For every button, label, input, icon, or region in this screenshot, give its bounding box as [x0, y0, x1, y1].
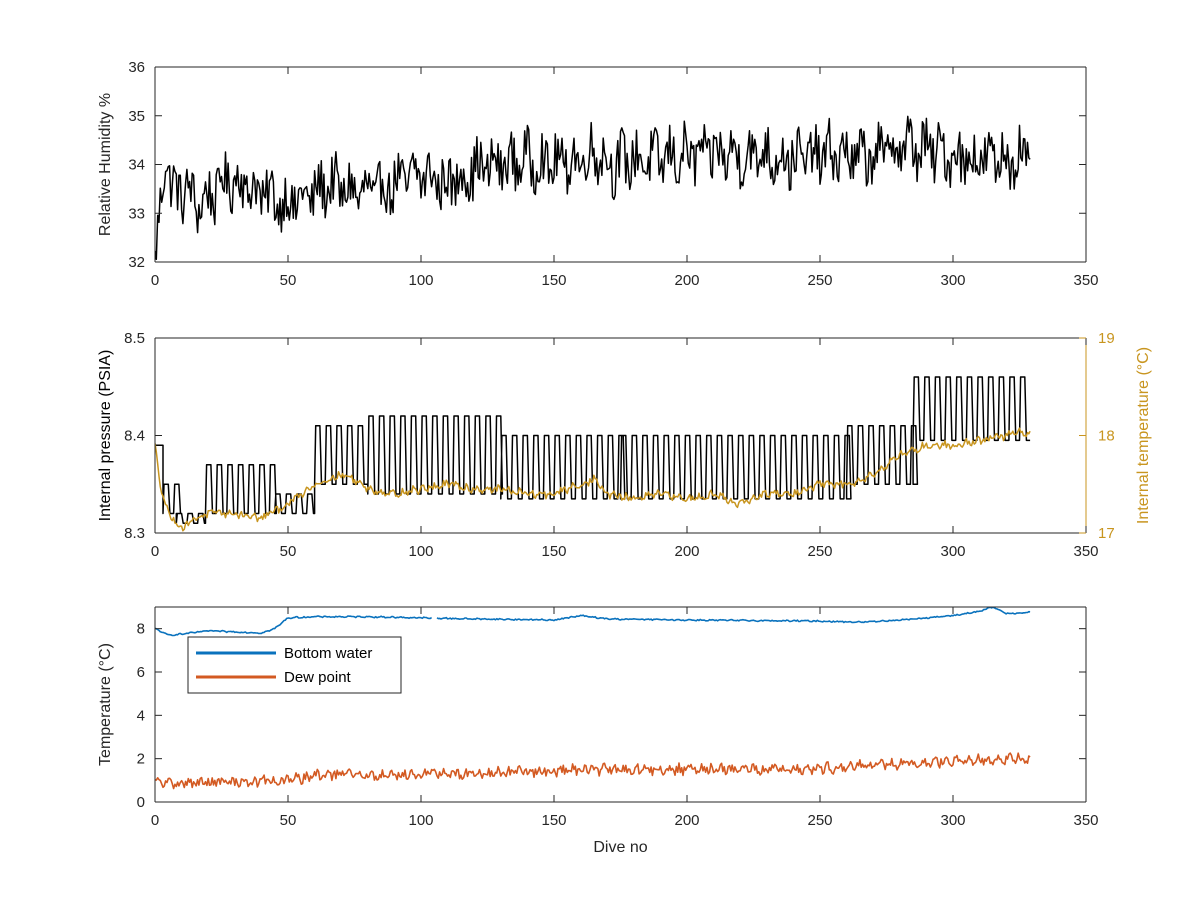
x-tick-label: 150: [541, 543, 566, 560]
humidity-panel: 0 50 100 150 200 250 300 350 32 33 34 35 36 Relative …: [97, 59, 1099, 289]
y-tick-label: 4: [137, 707, 145, 724]
y-tick-label: 8.4: [124, 428, 145, 445]
x-tick-label: 350: [1073, 812, 1098, 829]
x-tick-label: 250: [807, 543, 832, 560]
y-tick-label: 33: [128, 205, 145, 222]
pressure-panel: 0 50 100 150 200 250 300 350 8.3 8.4 8.5 17 18 19 Inte…: [97, 330, 1152, 560]
y-tick-label: 36: [128, 59, 145, 76]
x-tick-label: 50: [280, 543, 297, 560]
y-tick-label: 8.5: [124, 330, 145, 347]
x-tick-label: 350: [1073, 543, 1098, 560]
x-tick-label: 200: [674, 543, 699, 560]
dew-point-line: [155, 752, 1031, 790]
x-tick-label: 100: [408, 812, 433, 829]
x-tick-label: 0: [151, 812, 159, 829]
x-tick-label: 100: [408, 543, 433, 560]
x-tick-label: 200: [674, 272, 699, 289]
y-tick-label: 35: [128, 108, 145, 125]
x-tick-label: 200: [674, 812, 699, 829]
x-tick-label: 250: [807, 812, 832, 829]
x-tick-label: 0: [151, 543, 159, 560]
plot-area: [155, 67, 1086, 262]
plot-area: [155, 607, 1086, 802]
pressure-series-1-line: [155, 427, 1031, 532]
legend-box: [187, 636, 402, 694]
y-tick-label: 6: [137, 664, 145, 681]
y-axis-label: Temperature (°C): [97, 643, 114, 766]
humidity-series-0-line: [155, 115, 1031, 261]
y-tick-label-right: 19: [1098, 330, 1115, 347]
y-tick-label: 8.3: [124, 525, 145, 542]
y-tick-label: 0: [137, 794, 145, 811]
legend-label: Dew point: [284, 669, 352, 686]
x-tick-label: 150: [541, 272, 566, 289]
bottom-water-line: [155, 606, 1031, 637]
y-tick-label: 32: [128, 254, 145, 271]
x-tick-label: 50: [280, 272, 297, 289]
legend: Bottom water Dew point: [187, 636, 402, 694]
x-tick-label: 100: [408, 272, 433, 289]
x-tick-label: 50: [280, 812, 297, 829]
y-tick-label-right: 17: [1098, 525, 1115, 542]
y-tick-label-right: 18: [1098, 428, 1115, 445]
y-axis-label: Relative Humidity %: [97, 93, 114, 236]
x-tick-label: 0: [151, 272, 159, 289]
x-tick-label: 300: [940, 812, 965, 829]
y-tick-label: 2: [137, 751, 145, 768]
x-axis-label: Dive no: [593, 839, 647, 856]
x-tick-label: 150: [541, 812, 566, 829]
y-axis-label: Internal pressure (PSIA): [97, 350, 114, 522]
y-tick-label: 34: [128, 157, 145, 174]
y-tick-label: 8: [137, 621, 145, 638]
x-tick-label: 300: [940, 543, 965, 560]
y-axis-right-label: Internal temperature (°C): [1135, 347, 1152, 524]
x-tick-label: 250: [807, 272, 832, 289]
x-tick-label: 350: [1073, 272, 1098, 289]
legend-label: Bottom water: [284, 645, 372, 662]
pressure-series-0-line: [155, 376, 1031, 525]
x-tick-label: 300: [940, 272, 965, 289]
temperature-panel: 0 50 100 150 200 250 300 350 0 2 4 6 8 Temperature (°…: [97, 606, 1099, 856]
